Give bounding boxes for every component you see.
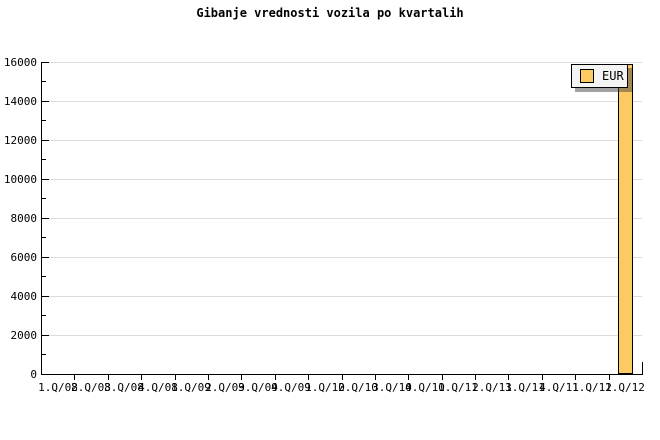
gridline [42,296,642,297]
gridline [42,179,642,180]
x-tick-label: 3.Q/11 [505,381,545,394]
x-tick [542,375,543,380]
x-tick [609,375,610,380]
gridline [42,62,642,63]
gridline [42,140,642,141]
gridline [42,101,642,102]
x-tick-label: 1.Q/09 [171,381,211,394]
legend-label: EUR [602,69,624,83]
x-tick [175,375,176,380]
y-tick-label: 6000 [10,251,38,264]
y-major-tick [42,296,49,297]
x-tick-label: 3.Q/10 [372,381,412,394]
y-major-tick [42,62,49,63]
x-tick-label: 1.Q/10 [305,381,345,394]
x-tick-label: 2.Q/09 [205,381,245,394]
gridline [42,257,642,258]
x-tick [508,375,509,380]
y-minor-tick [42,81,46,82]
y-axis-line [41,62,42,375]
x-tick [475,375,476,380]
x-tick-label: 4.Q/10 [405,381,445,394]
y-major-tick [42,101,49,102]
y-tick-label: 8000 [10,212,38,225]
x-tick-label: 1.Q/12 [572,381,612,394]
y-tick-label: 16000 [3,56,37,69]
y-tick-label: 4000 [10,290,38,303]
gridline [42,218,642,219]
x-tick-label: 1.Q/12 [605,381,645,394]
x-tick-label: 4.Q/08 [138,381,178,394]
x-tick-label: 4.Q/09 [271,381,311,394]
bar-eur [618,64,633,374]
y-minor-tick [42,198,46,199]
x-tick [74,375,75,380]
y-minor-tick [42,159,46,160]
x-axis-end-stub [642,362,643,374]
y-tick-label: 10000 [3,173,37,186]
x-tick [108,375,109,380]
x-tick [575,375,576,380]
x-tick [275,375,276,380]
y-major-tick [42,257,49,258]
y-minor-tick [42,237,46,238]
gridline [42,335,642,336]
x-tick [308,375,309,380]
x-tick-label: 1.Q/08 [38,381,78,394]
x-tick-label: 3.Q/08 [104,381,144,394]
y-tick-label: 2000 [10,329,38,342]
x-tick [342,375,343,380]
legend-swatch-icon [580,69,594,83]
y-minor-tick [42,354,46,355]
y-tick-label: 14000 [3,95,37,108]
y-tick-label: 12000 [3,134,37,147]
y-minor-tick [42,120,46,121]
y-minor-tick [42,315,46,316]
legend: EUR [571,64,628,88]
x-tick-label: 1.Q/11 [438,381,478,394]
y-major-tick [42,140,49,141]
y-major-tick [42,218,49,219]
x-tick-label: 2.Q/08 [71,381,111,394]
y-major-tick [42,335,49,336]
x-tick-label: 3.Q/09 [238,381,278,394]
x-axis-line [41,374,643,375]
x-tick [141,375,142,380]
y-tick-label: 0 [30,368,37,381]
y-major-tick [42,179,49,180]
x-tick [408,375,409,380]
chart-title: Gibanje vrednosti vozila po kvartalih [196,6,464,20]
x-tick-label: 2.Q/11 [472,381,512,394]
x-tick-label: 4.Q/11 [539,381,579,394]
y-minor-tick [42,276,46,277]
x-tick [208,375,209,380]
x-tick [375,375,376,380]
x-tick [241,375,242,380]
x-tick [442,375,443,380]
x-tick-label: 2.Q/10 [338,381,378,394]
